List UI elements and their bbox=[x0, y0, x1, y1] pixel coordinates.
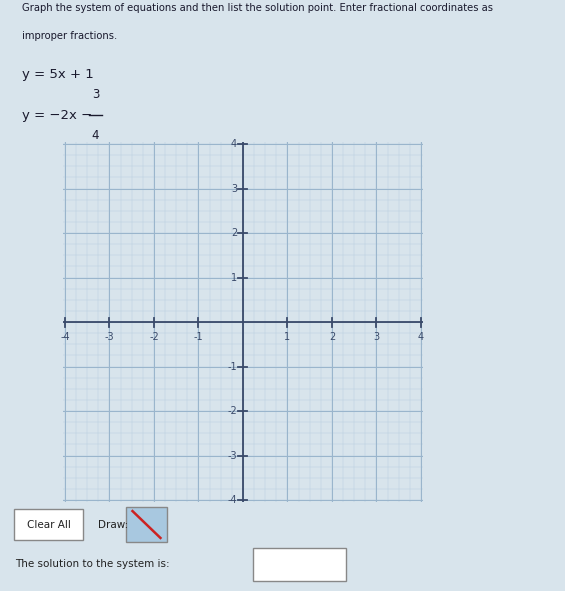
Text: -1: -1 bbox=[228, 362, 237, 372]
Text: y = −2x −: y = −2x − bbox=[22, 109, 93, 122]
Text: -2: -2 bbox=[149, 332, 159, 342]
FancyBboxPatch shape bbox=[15, 509, 82, 540]
FancyBboxPatch shape bbox=[253, 548, 346, 581]
Text: -4: -4 bbox=[60, 332, 69, 342]
Text: -2: -2 bbox=[228, 406, 237, 416]
Text: 4: 4 bbox=[231, 139, 237, 149]
Text: 3: 3 bbox=[231, 184, 237, 194]
Text: 3: 3 bbox=[373, 332, 380, 342]
Text: The solution to the system is:: The solution to the system is: bbox=[16, 560, 170, 569]
Text: y = 5x + 1: y = 5x + 1 bbox=[22, 68, 94, 81]
Text: Draw:: Draw: bbox=[98, 519, 129, 530]
Text: 4: 4 bbox=[418, 332, 424, 342]
Text: -3: -3 bbox=[228, 450, 237, 460]
Text: 1: 1 bbox=[284, 332, 290, 342]
Text: improper fractions.: improper fractions. bbox=[22, 31, 118, 41]
Text: 4: 4 bbox=[92, 129, 99, 142]
Text: 2: 2 bbox=[231, 228, 237, 238]
Text: -4: -4 bbox=[228, 495, 237, 505]
Text: 3: 3 bbox=[92, 89, 99, 102]
Text: Graph the system of equations and then list the solution point. Enter fractional: Graph the system of equations and then l… bbox=[22, 4, 493, 14]
Text: -1: -1 bbox=[194, 332, 203, 342]
Text: 1: 1 bbox=[231, 272, 237, 282]
Text: 2: 2 bbox=[329, 332, 335, 342]
FancyBboxPatch shape bbox=[126, 507, 167, 542]
Text: Clear All: Clear All bbox=[27, 519, 71, 530]
Text: -3: -3 bbox=[105, 332, 114, 342]
